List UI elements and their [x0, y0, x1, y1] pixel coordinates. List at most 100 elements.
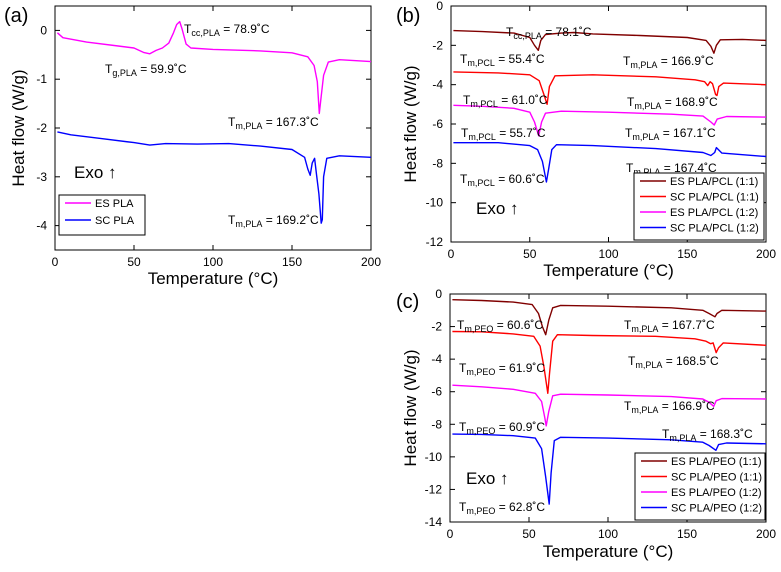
series-line-1 [453, 29, 767, 54]
y-axis-title: Heat flow (W/g) [9, 69, 28, 186]
y-tick-label: 0 [435, 287, 442, 301]
series-line-4 [453, 142, 767, 183]
x-tick-label: 0 [52, 255, 59, 269]
x-tick-label: 200 [756, 527, 776, 541]
x-tick-label: 50 [523, 247, 537, 261]
y-tick-label: -4 [432, 78, 443, 92]
plot-frame [54, 5, 372, 251]
legend-entry: ES PLA/PCL (1:2) [670, 207, 758, 219]
y-tick-label: -4 [36, 219, 47, 233]
x-tick-label: 100 [598, 247, 618, 261]
y-tick-label: 0 [436, 0, 443, 13]
y-tick-label: -10 [425, 450, 443, 464]
exo-label: Exo ↑ [476, 199, 519, 218]
x-tick-label: 150 [282, 255, 302, 269]
legend-entry: SC PLA [95, 215, 135, 227]
x-axis-title: Temperature (°C) [543, 261, 674, 280]
x-axis-title: Temperature (°C) [148, 269, 279, 288]
y-tick-label: -8 [431, 417, 442, 431]
legend: ES PLA SC PLA [58, 194, 146, 236]
panel-a: (a) 0 50 100 150 200 0 -1 -2 -3 -4 Temperature (°C)… [4, 5, 381, 288]
series-line-2 [453, 71, 767, 105]
annotation: Tm,PLA = 167.4˚C [626, 161, 717, 177]
annotation: Tm,PLA = 169.2˚C [228, 213, 319, 229]
series-line-2 [452, 330, 767, 394]
series-line-1 [452, 299, 767, 336]
x-tick-label: 200 [361, 255, 381, 269]
annotation: Tcc,PLA = 78.1˚C [506, 25, 592, 41]
panel-b: (b) 0 50 100 150 200 0 -2 -4 -6 -8 -10 -12 Temperatur… [396, 0, 776, 280]
y-tick-label: -2 [36, 121, 47, 135]
x-tick-label: 200 [756, 247, 776, 261]
y-tick-label: -2 [431, 320, 442, 334]
y-tick-label: -14 [425, 515, 443, 529]
legend-entry: ES PLA/PEO (1:1) [671, 456, 761, 468]
y-tick-label: -3 [36, 170, 47, 184]
legend-entry: ES PLA [95, 198, 134, 210]
legend-entry: SC PLA/PCL (1:1) [670, 192, 759, 204]
x-tick-label: 100 [203, 255, 223, 269]
exo-label: Exo ↑ [466, 469, 509, 488]
legend-box [58, 194, 146, 236]
y-axis-title: Heat flow (W/g) [401, 65, 420, 182]
annotation: Tm,PLA = 167.7˚C [624, 318, 715, 334]
y-tick-label: 0 [40, 23, 47, 37]
y-tick-label: -6 [431, 385, 442, 399]
annotation: Tm,PLA = 168.5˚C [628, 354, 719, 370]
x-tick-label: 0 [448, 247, 455, 261]
annotation: Tm,PCL = 55.4˚C [460, 52, 545, 68]
annotation: Tm,PCL = 61.0˚C [463, 93, 548, 109]
legend-entry: SC PLA/PEO (1:2) [671, 503, 762, 515]
legend: ES PLA/PCL (1:1) SC PLA/PCL (1:1) ES PLA/P… [633, 172, 765, 241]
y-tick-label: -1 [36, 72, 47, 86]
panel-label: (c) [396, 291, 419, 313]
exo-label: Exo ↑ [74, 163, 117, 182]
x-tick-label: 50 [127, 255, 141, 269]
legend: ES PLA/PEO (1:1) SC PLA/PEO (1:1) ES PLA/P… [634, 452, 766, 521]
y-tick-label: -4 [431, 352, 442, 366]
annotation: Tm,PLA = 168.9˚C [627, 95, 718, 111]
panel-label: (b) [396, 5, 420, 27]
y-axis-title: Heat flow (W/g) [401, 349, 420, 466]
annotation: Tm,PLA = 167.3˚C [228, 115, 319, 131]
legend-box [633, 172, 765, 241]
panel-label: (a) [4, 5, 28, 27]
x-tick-label: 150 [677, 527, 697, 541]
legend-entry: ES PLA/PEO (1:2) [671, 487, 761, 499]
legend-box [634, 452, 766, 521]
panel-c: (c) 0 50 100 150 200 0 -2 -4 -6 -8 -10 -12 -14 Tempera… [396, 287, 776, 561]
annotation: Tg,PLA = 59.9˚C [105, 62, 187, 78]
annotation: Tm,PCL = 55.7˚C [461, 126, 546, 142]
y-tick-label: -12 [425, 482, 443, 496]
y-tick-label: -2 [432, 38, 443, 52]
series-line-1 [56, 20, 372, 115]
annotation: Tm,PLA = 167.1˚C [625, 126, 716, 142]
x-tick-label: 0 [447, 527, 454, 541]
y-tick-label: -12 [426, 235, 444, 249]
x-axis-title: Temperature (°C) [543, 542, 674, 561]
x-tick-label: 100 [598, 527, 618, 541]
series-line-3 [453, 104, 767, 137]
annotation: Tm,PLA = 166.9˚C [624, 399, 715, 415]
annotation: Tm,PEO = 61.9˚C [459, 361, 545, 377]
series-line-4 [452, 433, 767, 505]
annotation: Tm,PLA = 168.3˚C [662, 427, 753, 443]
series-line-3 [452, 384, 767, 427]
y-tick-label: -8 [432, 156, 443, 170]
y-tick-label: -6 [432, 117, 443, 131]
series-line-2 [57, 131, 372, 224]
annotation: Tm,PEO = 60.9˚C [459, 420, 545, 436]
annotation: Tm,PLA = 166.9˚C [623, 54, 714, 70]
legend-entry: SC PLA/PCL (1:2) [670, 223, 759, 235]
annotation: Tm,PCL = 60.6˚C [460, 172, 545, 188]
legend-entry: SC PLA/PEO (1:1) [671, 472, 762, 484]
x-tick-label: 50 [522, 527, 536, 541]
annotation: Tm,PEO = 60.6˚C [457, 318, 543, 334]
legend-entry: ES PLA/PCL (1:1) [670, 176, 758, 188]
x-tick-label: 150 [677, 247, 697, 261]
annotation: Tcc,PLA = 78.9˚C [184, 22, 270, 38]
y-tick-label: -10 [426, 196, 444, 210]
plot-frame [449, 293, 767, 523]
annotation: Tm,PEO = 62.8˚C [459, 500, 545, 516]
